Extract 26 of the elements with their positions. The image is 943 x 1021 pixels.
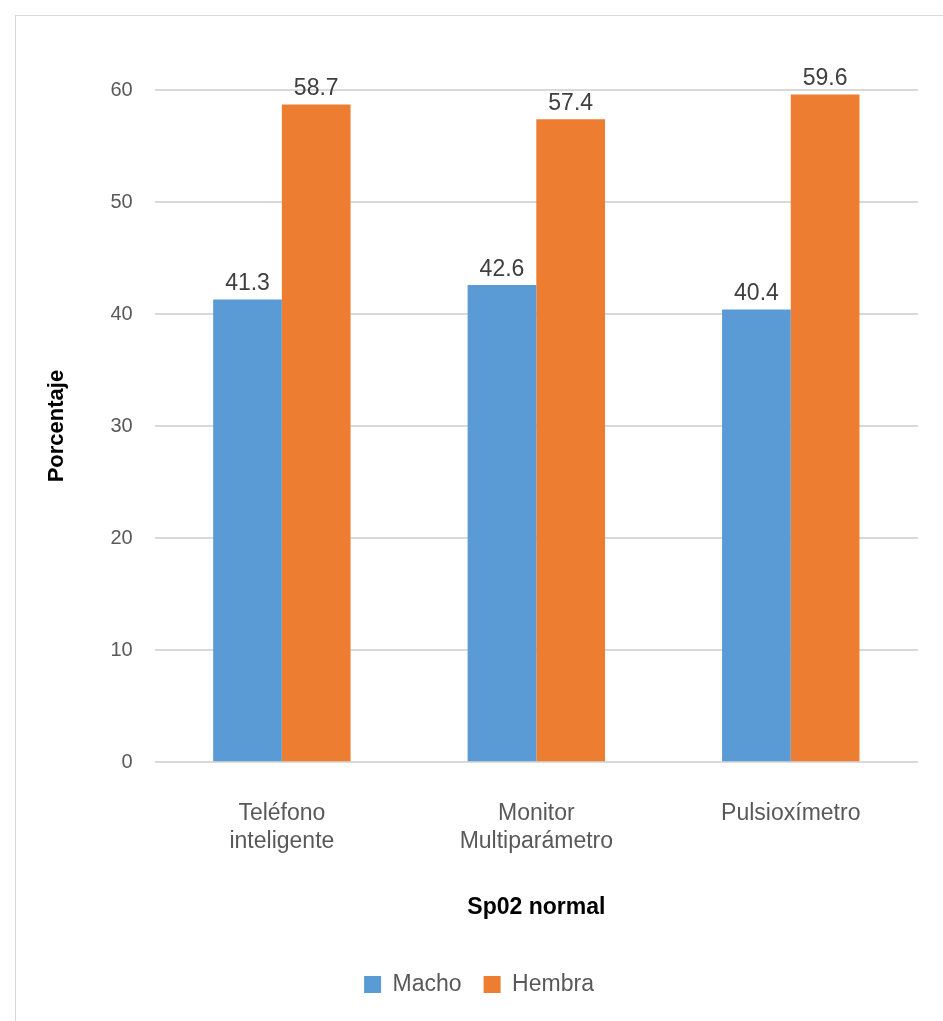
y-axis-title: Porcentaje (43, 369, 69, 483)
y-tick-label: 60 (110, 77, 133, 100)
bar (722, 309, 791, 762)
y-tick-label: 0 (121, 749, 133, 772)
x-axis-title: Sp02 normal (467, 892, 606, 919)
data-label: 57.4 (548, 88, 594, 115)
data-label: 58.7 (293, 74, 339, 101)
y-tick-label: 40 (110, 301, 133, 324)
legend-label: Hembra (512, 969, 595, 996)
data-label: 41.3 (225, 269, 270, 296)
data-label: 42.6 (479, 254, 525, 281)
x-tick-label: Pulsioxímetro (721, 799, 861, 826)
y-tick-label: 10 (110, 637, 133, 660)
bar (467, 284, 537, 762)
x-tick-label: Teléfono inteligente (229, 799, 335, 853)
bar (213, 299, 282, 762)
bar (790, 94, 860, 762)
y-tick-label: 20 (110, 525, 133, 548)
x-tick-label: Monitor Multiparámetro (459, 799, 614, 853)
legend-label: Macho (392, 969, 462, 996)
y-tick-label: 30 (110, 413, 133, 436)
data-label: 59.6 (802, 64, 848, 91)
bar (281, 104, 351, 762)
y-tick-label: 50 (110, 189, 133, 212)
bar (536, 119, 606, 762)
data-label: 40.4 (734, 279, 780, 306)
